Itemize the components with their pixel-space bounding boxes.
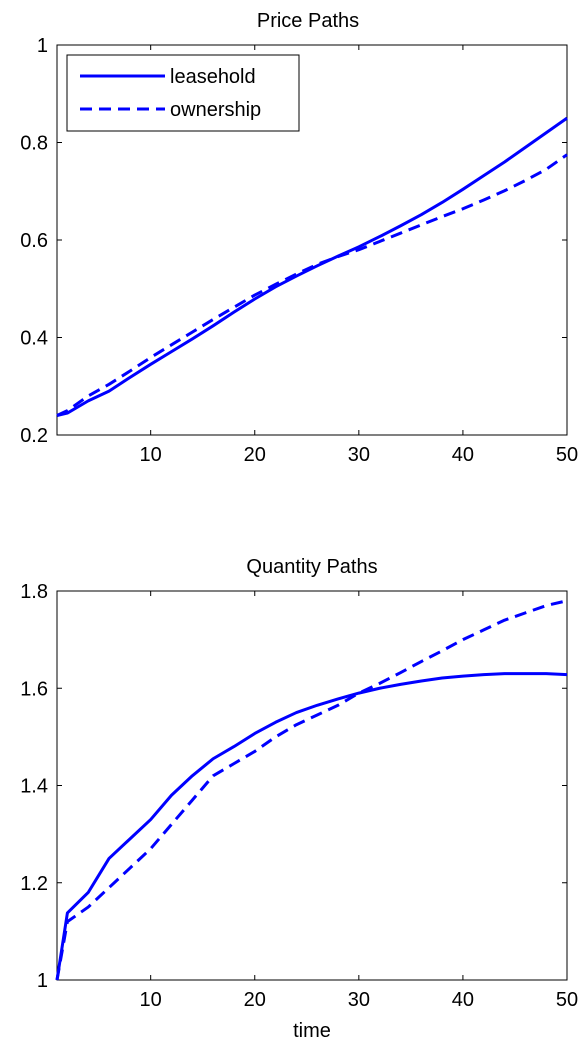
x-axis-label: time bbox=[293, 1020, 331, 1042]
series-line-leasehold bbox=[56, 116, 568, 417]
y-tick-label: 1.8 bbox=[20, 581, 48, 603]
y-tick-label: 1 bbox=[37, 970, 48, 992]
y-tick-label: 1.6 bbox=[20, 678, 48, 700]
x-tick-label: 30 bbox=[348, 444, 370, 466]
chart-title: Price Paths bbox=[257, 10, 359, 32]
x-tick-label: 10 bbox=[140, 444, 162, 466]
x-tick-label: 40 bbox=[452, 444, 474, 466]
price-paths-panel: Price Paths 10 20 30 40 50 0.2 0.4 0.6 0.8 1 lease… bbox=[20, 10, 578, 466]
x-tick-label: 50 bbox=[556, 444, 578, 466]
y-tick-label: 0.4 bbox=[20, 328, 48, 350]
legend-label-ownership: ownership bbox=[170, 99, 261, 121]
series-line-ownership bbox=[56, 153, 568, 417]
legend-label-leasehold: leasehold bbox=[170, 66, 256, 88]
y-tick-label: 0.2 bbox=[20, 425, 48, 447]
series-line-ownership bbox=[55, 599, 568, 981]
x-tick-label: 40 bbox=[452, 989, 474, 1011]
x-tick-label: 30 bbox=[348, 989, 370, 1011]
y-tick-label: 1.4 bbox=[20, 776, 48, 798]
y-tick-label: 1 bbox=[37, 35, 48, 57]
plot-frame bbox=[56, 590, 568, 981]
series-line-leasehold bbox=[55, 672, 568, 981]
legend: leasehold ownership bbox=[66, 54, 300, 132]
x-tick-label: 50 bbox=[556, 989, 578, 1011]
x-tick-label: 20 bbox=[244, 989, 266, 1011]
y-tick-label: 0.8 bbox=[20, 133, 48, 155]
x-tick-label: 20 bbox=[244, 444, 266, 466]
quantity-paths-panel: Quantity Paths time 10 20 30 40 50 1 1.2 1.4 1.6… bbox=[20, 556, 578, 1042]
chart-title: Quantity Paths bbox=[246, 556, 377, 578]
y-tick-label: 0.6 bbox=[20, 230, 48, 252]
x-tick-label: 10 bbox=[140, 989, 162, 1011]
y-tick-label: 1.2 bbox=[20, 873, 48, 895]
legend-box bbox=[66, 54, 300, 132]
